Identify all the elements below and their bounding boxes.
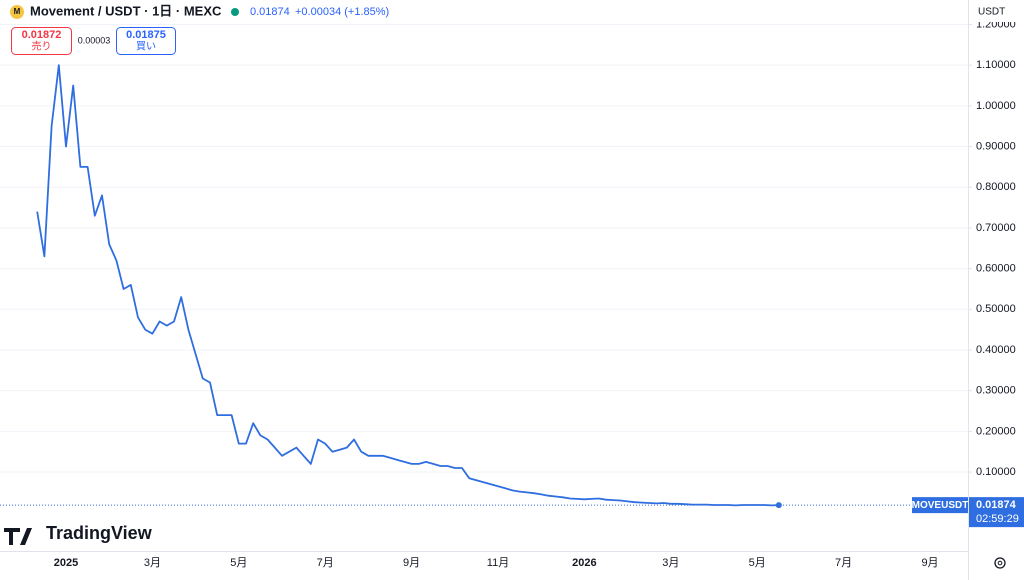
y-tick-label: 0.50000 [976,303,1016,315]
header-bg [0,0,968,22]
last-price: 0.01874 [250,6,290,18]
y-tick-label: 0.40000 [976,344,1016,356]
buy-label: 買い [136,41,156,53]
y-tick-label: 0.60000 [976,263,1016,275]
spread: 0.00003 [78,35,111,45]
currency-bg [969,0,1024,22]
currency-label[interactable]: USDT [978,7,1005,18]
x-tick-label: 3月 [662,557,679,569]
y-tick-label: 1.10000 [976,59,1016,71]
price-change: +0.00034 (+1.85%) [295,6,389,18]
y-tick-label: 0.30000 [976,385,1016,397]
buy-price: 0.01875 [126,29,166,41]
y-tick-label: 0.90000 [976,140,1016,152]
symbol-icon [10,5,24,19]
y-tick-label: 0.10000 [976,466,1016,478]
sell-button[interactable] [11,27,72,55]
y-tick-label: 0.80000 [976,181,1016,193]
y-tick-label: 0.20000 [976,425,1016,437]
x-tick-label: 2026 [572,557,596,569]
price-chip [969,497,1024,528]
sell-price: 0.01872 [22,29,62,41]
settings-icon-center [997,560,1003,566]
x-tick-label: 5月 [749,557,766,569]
x-tick-label: 7月 [317,557,334,569]
y-tick-label: 1.00000 [976,100,1016,112]
x-tick-label: 7月 [835,557,852,569]
x-tick-label: 5月 [230,557,247,569]
x-tick-label: 9月 [921,557,938,569]
price-chip-value: 0.01874 [976,499,1017,511]
y-tick-label: 0.70000 [976,222,1016,234]
price-line [36,64,779,507]
last-point [775,502,782,509]
x-tick-label: 11月 [487,557,509,569]
symbol-title[interactable]: Movement / USDT · 1日 · MEXC [30,3,222,18]
series-chip [912,497,968,514]
symbol-icon-glyph: M [14,7,21,16]
settings-icon[interactable] [994,557,1006,569]
series-name: MOVEUSDT [912,500,969,511]
x-tick-label: 9月 [403,557,420,569]
x-tick-label: 3月 [144,557,161,569]
x-tick-label: 2025 [54,557,78,569]
sell-label: 売り [32,40,52,53]
grid [0,23,968,473]
buy-button[interactable] [116,27,176,55]
logo-icon [4,528,32,545]
logo-text[interactable]: TradingView [46,523,153,543]
axes: 0.10000 0.20000 0.30000 0.40000 0.50000 0.600… [54,18,1024,569]
market-status [231,8,239,16]
countdown: 02:59:29 [976,513,1019,525]
plot [0,64,968,509]
